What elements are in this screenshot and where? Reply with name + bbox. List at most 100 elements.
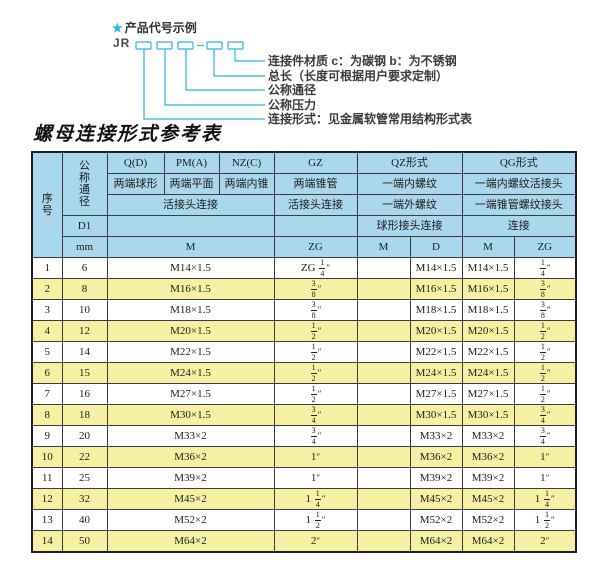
cell-gz-zg: 1″ <box>273 467 358 489</box>
cell-qg-m: M39×2 <box>461 467 515 489</box>
cell-qg-zg: 3 4 ″ <box>513 425 577 447</box>
cell-seq: 3 <box>31 299 63 321</box>
cell-qz-d: M24×1.5 <box>409 362 463 384</box>
header-blank-1 <box>106 215 275 237</box>
cell-qz-m <box>356 278 411 300</box>
cell-gz-zg: 3 8 ″ <box>273 299 358 321</box>
label-total-length: 总长（长度可根据用户要求定制） <box>268 69 449 83</box>
inch-mark: ″ <box>546 304 551 315</box>
cell-qg-zg: 1 2 ″ <box>513 341 577 363</box>
code-diagram-lines <box>135 41 265 120</box>
label-connection-form: 连接形式：见金属软管常用结构形式表 <box>268 112 473 126</box>
cell-seq: 2 <box>31 278 63 300</box>
leader-line-diameter <box>185 49 265 91</box>
label-nominal-diameter: 公称通径 <box>268 83 317 97</box>
header-form-qd: Q(D) <box>106 151 165 174</box>
cell-gz-zg: 2″ <box>273 530 358 553</box>
cell-m-thread: M45×2 <box>106 488 275 510</box>
cell-m-thread: M24×1.5 <box>106 362 275 384</box>
cell-seq: 5 <box>31 341 63 363</box>
cell-qz-d: M27×1.5 <box>409 383 463 405</box>
cell-gz-zg: 1 2 ″ <box>273 383 358 405</box>
header-ends-gz: 两端锥管 <box>273 173 358 195</box>
cell-m-thread: M33×2 <box>106 425 275 447</box>
cell-qz-d: M22×1.5 <box>409 341 463 363</box>
cell-dn: 12 <box>61 320 108 342</box>
table-row: 7 16 M27×1.5 1 2 ″ M27×1.5 M27×1.5 1 2 ″ <box>31 383 577 405</box>
inch-mark: ″ <box>546 283 551 294</box>
cell-dn: 50 <box>61 530 108 553</box>
cell-m-thread: M20×1.5 <box>106 320 275 342</box>
code-box-5 <box>227 41 244 50</box>
cell-gz-zg: 3 4 ″ <box>273 404 358 426</box>
cell-dn: 32 <box>61 488 108 510</box>
cell-gz-zg: 1 2 ″ <box>273 341 358 363</box>
code-box-2 <box>156 41 173 50</box>
inch-mark: ″ <box>317 346 322 357</box>
cell-seq: 10 <box>31 446 63 468</box>
inch-mark: ″ <box>545 472 550 483</box>
cell-qz-d: M64×2 <box>409 530 463 553</box>
cell-m-thread: M36×2 <box>106 446 275 468</box>
cell-qg-m: M36×2 <box>461 446 515 468</box>
header-unit-m1: M <box>106 236 275 258</box>
table-row: 8 18 M30×1.5 3 4 ″ M30×1.5 M30×1.5 3 4 ″ <box>31 404 577 426</box>
inch-mark: ″ <box>546 409 551 420</box>
header-conn2-qg: 连接 <box>461 215 577 237</box>
cell-dn: 16 <box>61 383 108 405</box>
label-material: 连接件材质 c：为碳钢 b：为不锈钢 <box>268 54 457 68</box>
cell-dn: 15 <box>61 362 108 384</box>
cell-dn: 10 <box>61 299 108 321</box>
table-row: 3 10 M18×1.5 3 8 ″ M18×1.5 M18×1.5 3 8 ″ <box>31 299 577 321</box>
cell-m-thread: M18×1.5 <box>106 299 275 321</box>
diagram-heading-text: 产品代号示例 <box>124 21 197 35</box>
cell-seq: 8 <box>31 404 63 426</box>
cell-qg-m: M22×1.5 <box>461 341 515 363</box>
header-ends-nzc: 两端内锥 <box>218 173 275 195</box>
table-row: 6 15 M24×1.5 1 2 ″ M24×1.5 M24×1.5 1 2 ″ <box>31 362 577 384</box>
table-row: 5 14 M22×1.5 1 2 ″ M22×1.5 M22×1.5 1 2 ″ <box>31 341 577 363</box>
diagram-heading: ★ 产品代号示例 <box>112 19 197 36</box>
cell-dn: 8 <box>61 278 108 300</box>
cell-m-thread: M14×1.5 <box>106 257 275 279</box>
cell-dn: 14 <box>61 341 108 363</box>
cell-qz-m <box>356 404 411 426</box>
cell-gz-zg: 1 2 ″ <box>273 320 358 342</box>
cell-m-thread: M39×2 <box>106 467 275 489</box>
cell-qz-m <box>356 257 411 279</box>
code-prefix: JR <box>113 36 131 50</box>
table-row: 14 50 M64×2 2″ M64×2 M64×2 2″ <box>31 530 577 553</box>
code-box-1 <box>135 41 152 50</box>
table-row: 13 40 M52×2 1 1 2 ″ M52×2 M52×2 1 1 2 ″ <box>31 509 577 531</box>
cell-dn: 40 <box>61 509 108 531</box>
cell-qg-zg: 1 4 ″ <box>513 257 577 279</box>
cell-qg-zg: 1″ <box>513 467 577 489</box>
product-code-diagram: ★ 产品代号示例 JR 连接件材质 c：为碳钢 b：为不锈钢 总长（长度可根据用户… <box>0 0 600 150</box>
cell-dn: 22 <box>61 446 108 468</box>
table-row: 9 20 M33×2 3 4 ″ M33×2 M33×2 3 4 ″ <box>31 425 577 447</box>
cell-qz-d: M45×2 <box>409 488 463 510</box>
cell-qg-m: M14×1.5 <box>461 257 515 279</box>
cell-seq: 1 <box>31 257 63 279</box>
inch-mark: ″ <box>546 367 551 378</box>
header-conn-qz: 一端外螺纹 <box>356 194 463 216</box>
inch-mark: ″ <box>317 283 322 294</box>
cell-m-thread: M22×1.5 <box>106 341 275 363</box>
inch-mark: ″ <box>551 514 555 525</box>
cell-seq: 6 <box>31 362 63 384</box>
header-form-qz: QZ形式 <box>356 151 463 174</box>
cell-gz-zg: 3 8 ″ <box>273 278 358 300</box>
cell-qz-d: M18×1.5 <box>409 299 463 321</box>
header-form-gz: GZ <box>273 151 358 174</box>
cell-qg-m: M30×1.5 <box>461 404 515 426</box>
